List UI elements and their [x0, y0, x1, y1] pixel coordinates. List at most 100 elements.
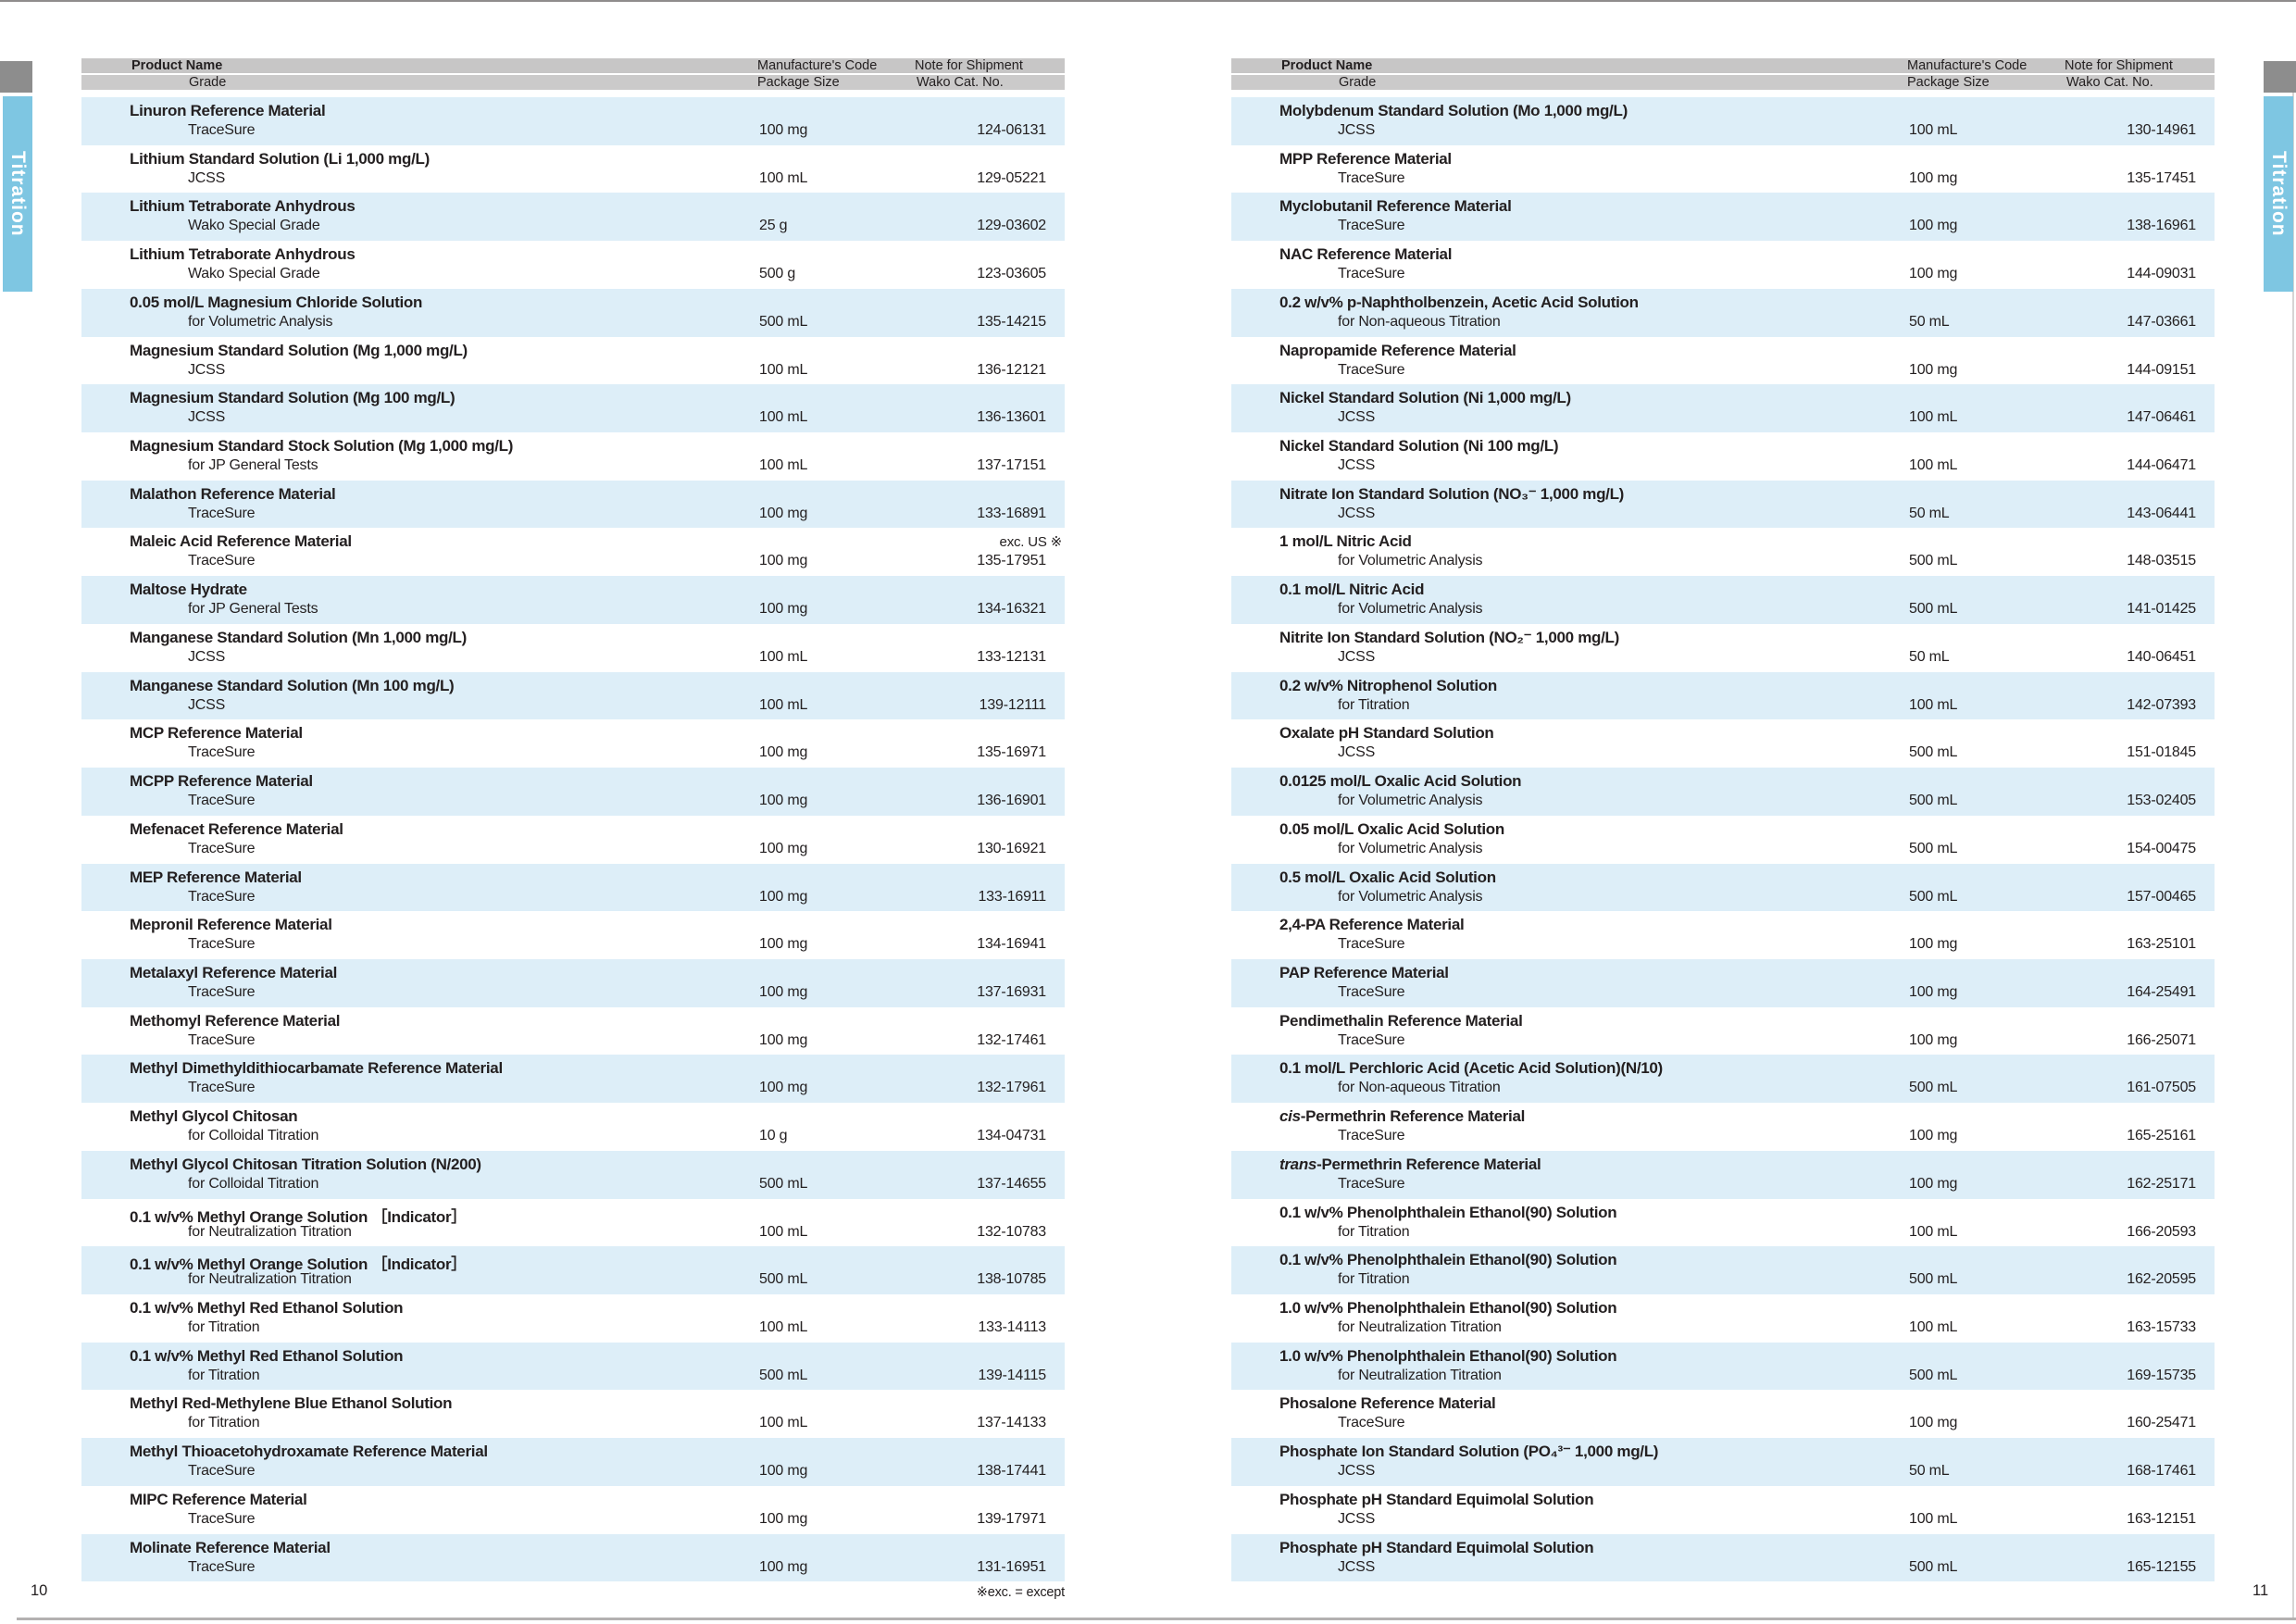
package-size: 50 mL [1909, 1463, 1950, 1480]
catalog-number: 143-06441 [2127, 505, 2196, 521]
table-row: 0.1 w/v% Phenolphthalein Ethanol(90) Sol… [1231, 1246, 2215, 1294]
product-grade: JCSS [1338, 1558, 1376, 1575]
product-name: MCPP Reference Material [130, 772, 313, 791]
package-size: 100 mg [759, 601, 808, 618]
corner-block-left [0, 61, 32, 93]
product-grade: TraceSure [188, 888, 256, 905]
package-size: 500 mL [1909, 744, 1958, 761]
product-name: 0.1 w/v% Phenolphthalein Ethanol(90) Sol… [1279, 1251, 1617, 1269]
product-grade: for Neutralization Titration [188, 1223, 352, 1240]
header-wako-cat-no: Wako Cat. No. [917, 75, 1004, 90]
catalog-number: 134-16941 [977, 936, 1046, 953]
package-size: 500 mL [1909, 1367, 1958, 1383]
product-name: Nitrite Ion Standard Solution (NO₂⁻ 1,00… [1279, 628, 1620, 646]
product-grade: for Neutralization Titration [1338, 1318, 1502, 1335]
product-grade: TraceSure [1338, 1415, 1405, 1431]
catalog-number: 141-01425 [2127, 601, 2196, 618]
product-grade: JCSS [1338, 457, 1376, 474]
package-size: 100 mL [759, 696, 808, 713]
product-grade: JCSS [188, 696, 226, 713]
table-row: NAC Reference Material TraceSure 100 mg … [1231, 241, 2215, 289]
table-row: 0.1 mol/L Perchloric Acid (Acetic Acid S… [1231, 1055, 2215, 1104]
package-size: 100 mg [1909, 1175, 1958, 1192]
package-size: 100 mg [759, 888, 808, 905]
table-row: Methyl Glycol Chitosan for Colloidal Tit… [81, 1103, 1065, 1151]
package-size: 100 mL [759, 1415, 808, 1431]
product-name: Methomyl Reference Material [130, 1011, 341, 1030]
table-row: Mepronil Reference Material TraceSure 10… [81, 911, 1065, 959]
footnote-exc-except: ※exc. = except [976, 1585, 1065, 1600]
table-row: 0.1 w/v% Methyl Red Ethanol Solution for… [81, 1294, 1065, 1343]
catalog-number: 151-01845 [2127, 744, 2196, 761]
product-name: 0.05 mol/L Oxalic Acid Solution [1279, 819, 1504, 838]
catalog-number: 136-13601 [977, 409, 1046, 426]
product-grade: JCSS [1338, 1510, 1376, 1527]
table-row: 0.2 w/v% p-Naphtholbenzein, Acetic Acid … [1231, 288, 2215, 337]
package-size: 100 mg [1909, 936, 1958, 953]
table-row: Phosalone Reference Material TraceSure 1… [1231, 1390, 2215, 1438]
catalog-number: 137-17151 [977, 457, 1046, 474]
table-row: Methyl Thioacetohydroxamate Reference Ma… [81, 1438, 1065, 1486]
catalog-number: 137-16931 [977, 983, 1046, 1000]
table-row: Myclobutanil Reference Material TraceSur… [1231, 193, 2215, 242]
package-size: 100 mg [759, 936, 808, 953]
product-name: Nickel Standard Solution (Ni 1,000 mg/L) [1279, 389, 1571, 407]
product-name: MIPC Reference Material [130, 1490, 307, 1508]
catalog-number: 134-16321 [977, 601, 1046, 618]
table-row: Methyl Dimethyldithiocarbamate Reference… [81, 1055, 1065, 1104]
table-row: cis-Permethrin Reference Material TraceS… [1231, 1103, 2215, 1151]
product-name: Mepronil Reference Material [130, 916, 332, 934]
product-grade: TraceSure [188, 840, 256, 856]
catalog-number: 135-17451 [2127, 169, 2196, 186]
table-row: Nitrate Ion Standard Solution (NO₃⁻ 1,00… [1231, 480, 2215, 529]
catalog-number: 137-14655 [977, 1175, 1046, 1192]
product-grade: for Volumetric Analysis [1338, 888, 1483, 905]
catalog-number: 144-09151 [2127, 361, 2196, 378]
product-grade: JCSS [188, 169, 226, 186]
product-grade: for Non-aqueous Titration [1338, 1080, 1501, 1096]
product-grade: TraceSure [1338, 1175, 1405, 1192]
product-name: Magnesium Standard Stock Solution (Mg 1,… [130, 437, 514, 456]
package-size: 100 mg [759, 1558, 808, 1575]
package-size: 100 mL [759, 457, 808, 474]
package-size: 100 mg [1909, 983, 1958, 1000]
table-row: trans-Permethrin Reference Material Trac… [1231, 1150, 2215, 1199]
table-row: 0.1 w/v% Phenolphthalein Ethanol(90) Sol… [1231, 1199, 2215, 1247]
product-name: Molybdenum Standard Solution (Mo 1,000 m… [1279, 102, 1628, 119]
catalog-number: 147-06461 [2127, 409, 2196, 426]
catalog-number: 163-15733 [2127, 1318, 2196, 1335]
table-row: 1 mol/L Nitric Acid for Volumetric Analy… [1231, 528, 2215, 576]
package-size: 50 mL [1909, 505, 1950, 521]
table-row: Nitrite Ion Standard Solution (NO₂⁻ 1,00… [1231, 624, 2215, 672]
package-size: 100 mg [1909, 218, 1958, 234]
catalog-number: 135-14215 [977, 313, 1046, 330]
catalog-number: 135-16971 [977, 744, 1046, 761]
product-table-right: Product Name Manufacture's Code Note for… [1231, 58, 2215, 1582]
package-size: 500 mL [1909, 793, 1958, 809]
product-grade: TraceSure [188, 505, 256, 521]
product-name: Napropamide Reference Material [1279, 341, 1516, 359]
product-grade: Wako Special Grade [188, 266, 320, 282]
product-grade: JCSS [188, 361, 226, 378]
table-row: Molinate Reference Material TraceSure 10… [81, 1533, 1065, 1582]
header-package-size: Package Size [757, 75, 840, 90]
catalog-number: 129-03602 [977, 218, 1046, 234]
product-name: Nickel Standard Solution (Ni 100 mg/L) [1279, 437, 1559, 456]
table-row: MCPP Reference Material TraceSure 100 mg… [81, 768, 1065, 816]
header-wako-cat-no: Wako Cat. No. [2066, 75, 2153, 90]
product-table-left: Product Name Manufacture's Code Note for… [81, 58, 1065, 1582]
table-row: 1.0 w/v% Phenolphthalein Ethanol(90) Sol… [1231, 1294, 2215, 1343]
table-row: Pendimethalin Reference Material TraceSu… [1231, 1007, 2215, 1056]
product-name: Myclobutanil Reference Material [1279, 197, 1512, 216]
product-name: MPP Reference Material [1279, 149, 1452, 168]
package-size: 100 mg [759, 1080, 808, 1096]
product-grade: for Titration [1338, 1223, 1410, 1240]
table-row: Methyl Red-Methylene Blue Ethanol Soluti… [81, 1390, 1065, 1438]
table-row: Nickel Standard Solution (Ni 100 mg/L) J… [1231, 432, 2215, 481]
header-package-size: Package Size [1907, 75, 1990, 90]
product-name: 0.1 w/v% Methyl Orange Solution ［Indicat… [130, 1255, 467, 1274]
product-grade: for Neutralization Titration [1338, 1367, 1502, 1383]
product-name: Magnesium Standard Solution (Mg 1,000 mg… [130, 341, 468, 359]
product-name: trans-Permethrin Reference Material [1279, 1155, 1541, 1173]
catalog-number: 137-14133 [977, 1415, 1046, 1431]
